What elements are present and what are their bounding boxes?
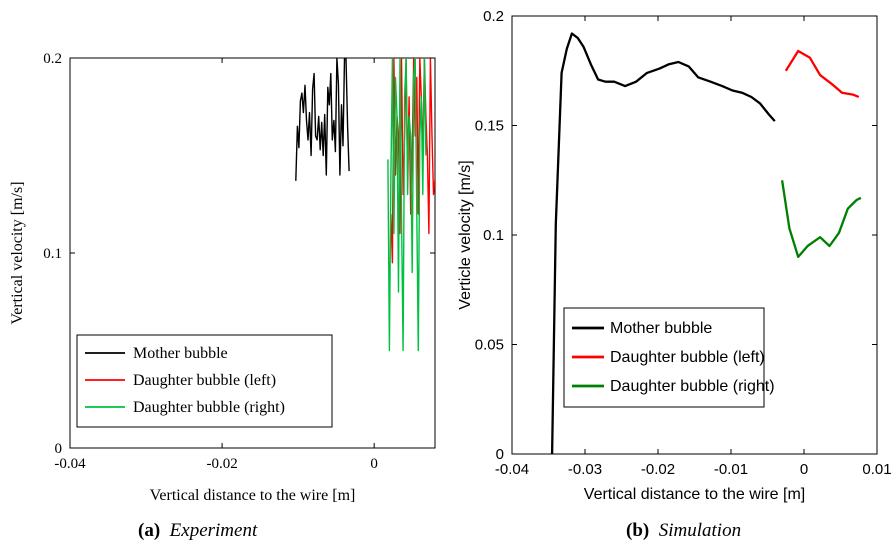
sim-x-tick-label: -0.02 (641, 461, 675, 478)
sim-legend-label: Daughter bubble (right) (610, 378, 775, 395)
sim-legend-label: Daughter bubble (left) (610, 349, 765, 366)
sim-series-daughter-right-line (780, 180, 862, 259)
sim-y-tick-label: 0.2 (483, 8, 504, 25)
exp-x-tick-label: -0.04 (54, 456, 86, 472)
exp-y-axis-label: Vertical velocity [m/s] (9, 181, 26, 324)
sim-legend-label: Mother bubble (610, 320, 712, 337)
sim-x-tick-label: 0 (800, 461, 808, 478)
exp-y-tick-label: 0 (55, 441, 63, 457)
panel-experiment: -0.04 -0.02 0 0 0.1 0.2 Vertical distance to t… (9, 51, 436, 504)
exp-series-group (295, 58, 435, 352)
exp-x-tick-label: -0.02 (206, 456, 237, 472)
sim-x-tick-label: -0.01 (714, 461, 748, 478)
sim-legend: Mother bubble Daughter bubble (left) Daugh… (563, 307, 775, 408)
panel-simulation: -0.04 -0.03 -0.02 -0.01 0 0.01 0 0.05 0.1 0.15 0.2… (457, 8, 892, 503)
sim-y-tick-label: 0.15 (475, 118, 504, 135)
exp-legend-label: Mother bubble (133, 345, 228, 362)
sim-series-mother-line (550, 32, 776, 454)
exp-legend-label: Daughter bubble (left) (133, 372, 276, 389)
sim-x-tick-label: 0.01 (862, 461, 891, 478)
sim-x-axis-label: Vertical distance to the wire [m] (584, 486, 805, 503)
caption-simulation-text: Simulation (658, 520, 742, 541)
sim-x-tick-label: -0.03 (568, 461, 602, 478)
caption-experiment-text: Experiment (169, 520, 258, 541)
caption-simulation-tag: (b) (626, 520, 650, 541)
caption-experiment-tag: (a) (138, 520, 161, 541)
sim-series-daughter-left-line (784, 49, 860, 99)
sim-y-tick-label: 0 (496, 446, 504, 463)
sim-series-group (550, 32, 862, 454)
exp-x-axis-label: Vertical distance to the wire [m] (150, 487, 356, 504)
sim-y-axis-label: Verticle velocity [m/s] (457, 160, 474, 309)
caption-experiment: (a) Experiment (138, 520, 257, 542)
exp-legend-box (76, 334, 333, 428)
sim-x-tick-label: -0.04 (495, 461, 529, 478)
caption-simulation: (b) Simulation (626, 520, 741, 542)
exp-x-tick-label: 0 (370, 456, 378, 472)
sim-y-tick-label: 0.1 (483, 227, 504, 244)
exp-y-tick-label: 0.2 (43, 51, 62, 67)
exp-legend: Mother bubble Daughter bubble (left) Daugh… (76, 334, 333, 428)
exp-legend-label: Daughter bubble (right) (133, 399, 285, 416)
sim-y-tick-label: 0.05 (475, 337, 504, 354)
exp-series-mother-line (295, 58, 350, 181)
exp-y-tick-label: 0.1 (43, 246, 62, 262)
exp-series-daughter-right-line (387, 58, 427, 352)
